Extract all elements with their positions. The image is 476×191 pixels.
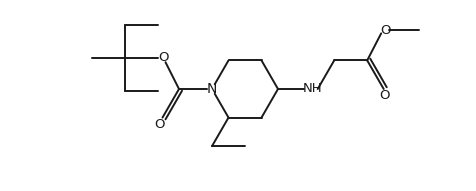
Text: O: O bbox=[379, 24, 390, 37]
Text: O: O bbox=[154, 118, 164, 131]
Text: NH: NH bbox=[302, 82, 321, 95]
Text: O: O bbox=[378, 89, 389, 102]
Text: N: N bbox=[207, 82, 217, 96]
Text: O: O bbox=[158, 51, 169, 64]
